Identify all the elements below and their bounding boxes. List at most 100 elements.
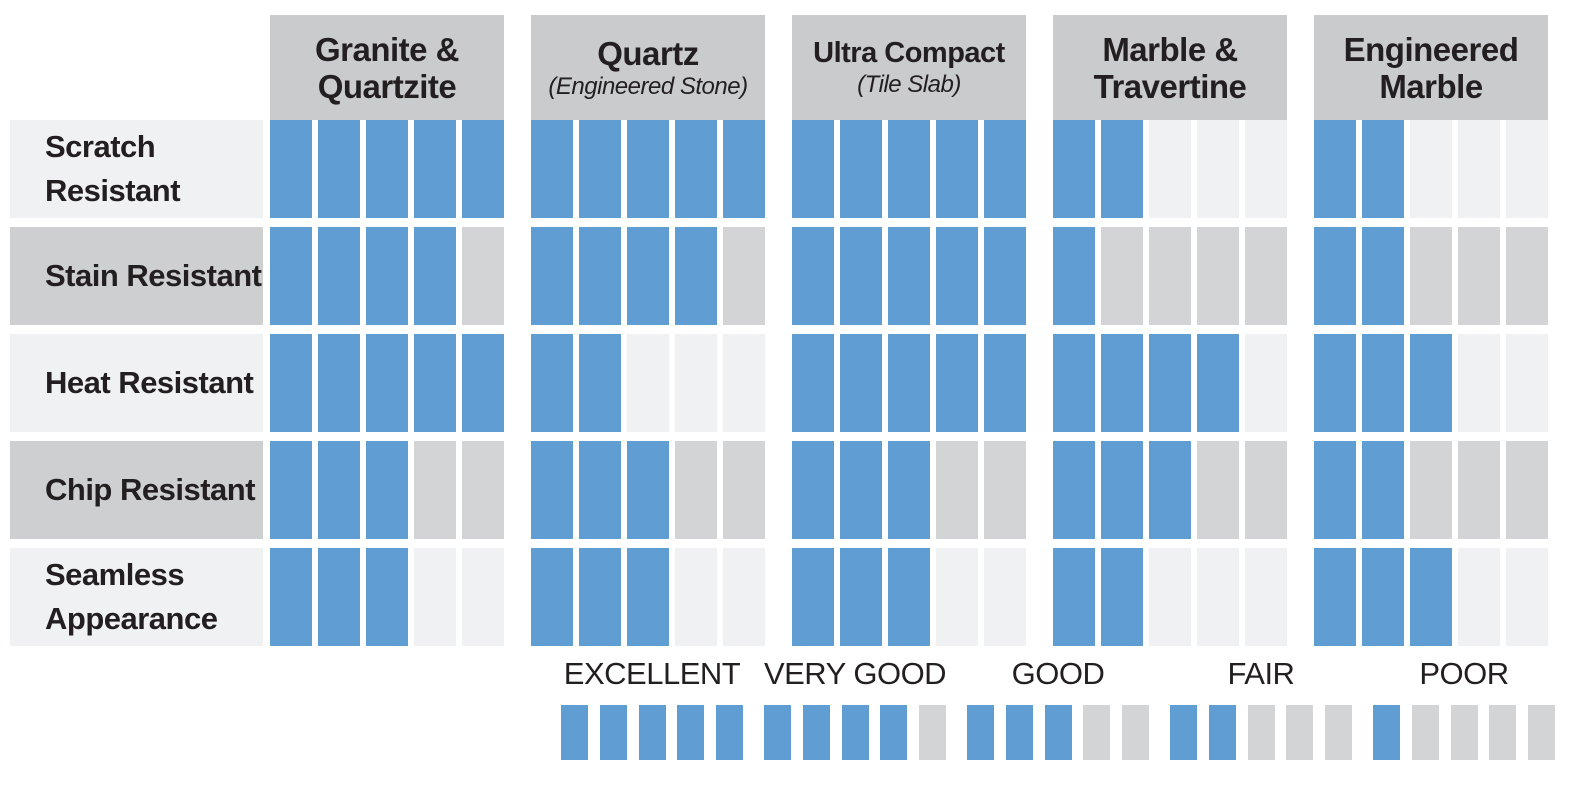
rating-bar-filled: [318, 548, 360, 646]
rating-group: [270, 120, 504, 218]
rating-bar-empty: [1506, 227, 1548, 325]
rating-bar-empty: [1245, 334, 1287, 432]
rating-bar-empty: [1101, 227, 1143, 325]
header-row: Granite & Quartzite Quartz (Engineered Sto…: [10, 15, 1548, 120]
rating-bar-filled: [627, 548, 669, 646]
rating-matrix: Granite & Quartzite Quartz (Engineered Sto…: [10, 15, 1548, 655]
rating-group: [1053, 120, 1287, 218]
rating-bar-empty: [1458, 548, 1500, 646]
rating-bar-empty: [1149, 120, 1191, 218]
legend-item: FAIR: [1170, 653, 1352, 760]
legend-bar-empty: [1489, 705, 1517, 760]
rating-bar-filled: [792, 120, 834, 218]
rating-group: [792, 548, 1026, 646]
legend-bar-empty: [1450, 705, 1478, 760]
rating-bar-empty: [1197, 227, 1239, 325]
rating-bar-empty: [1458, 120, 1500, 218]
property-row: Chip Resistant: [10, 441, 1548, 539]
rating-bar-filled: [270, 227, 312, 325]
legend-bar-group: [1373, 705, 1555, 760]
rating-bar-filled: [675, 227, 717, 325]
rating-bar-empty: [1149, 548, 1191, 646]
rating-group: [1053, 548, 1287, 646]
rating-bar-filled: [531, 120, 573, 218]
rating-bar-filled: [627, 120, 669, 218]
rating-bar-filled: [840, 548, 882, 646]
rating-bar-empty: [1245, 120, 1287, 218]
rating-group: [270, 441, 504, 539]
rating-bar-empty: [1149, 227, 1191, 325]
rating-group: [531, 548, 765, 646]
column-title: Ultra Compact: [813, 36, 1005, 69]
column-header: Quartz (Engineered Stone): [531, 15, 765, 120]
rating-bar-filled: [270, 120, 312, 218]
legend-bar-filled: [716, 705, 743, 760]
column-title: Engineered Marble: [1343, 30, 1519, 105]
legend-bar-filled: [1170, 705, 1197, 760]
rating-bar-filled: [723, 120, 765, 218]
row-label: Seamless Appearance: [10, 548, 263, 646]
rating-bar-filled: [1314, 441, 1356, 539]
rating-bar-filled: [579, 334, 621, 432]
rating-bar-filled: [888, 441, 930, 539]
legend-bar-group: [967, 705, 1149, 760]
rating-bar-filled: [1314, 120, 1356, 218]
column-header: Engineered Marble: [1314, 15, 1548, 120]
rating-bar-filled: [1362, 227, 1404, 325]
rating-bar-filled: [1101, 334, 1143, 432]
rating-bar-empty: [414, 441, 456, 539]
rating-bar-filled: [888, 548, 930, 646]
property-row: Stain Resistant: [10, 227, 1548, 325]
legend-label: POOR: [1419, 656, 1509, 691]
legend-bar-filled: [841, 705, 869, 760]
rating-bar-empty: [723, 441, 765, 539]
rating-group: [1314, 334, 1548, 432]
rating-group: [531, 227, 765, 325]
rating-bar-filled: [366, 334, 408, 432]
rating-bar-filled: [531, 334, 573, 432]
rating-bar-filled: [531, 441, 573, 539]
rating-bar-filled: [840, 120, 882, 218]
rating-bar-empty: [1506, 548, 1548, 646]
legend-bar-empty: [1286, 705, 1314, 760]
property-row: Seamless Appearance: [10, 548, 1548, 646]
rating-bar-filled: [414, 120, 456, 218]
legend-bar-filled: [967, 705, 994, 760]
legend-label: GOOD: [1011, 656, 1105, 691]
row-label: Stain Resistant: [10, 227, 263, 325]
rating-group: [792, 227, 1026, 325]
rating-bar-filled: [840, 441, 882, 539]
rating-bar-filled: [366, 548, 408, 646]
legend-bar-filled: [561, 705, 588, 760]
rating-bar-filled: [1362, 334, 1404, 432]
rating-bar-filled: [1101, 441, 1143, 539]
legend-item: GOOD: [967, 653, 1149, 760]
rating-bar-empty: [1458, 227, 1500, 325]
rating-group: [1053, 227, 1287, 325]
legend-bar-empty: [1247, 705, 1275, 760]
rating-bar-filled: [792, 548, 834, 646]
rating-bar-filled: [1362, 548, 1404, 646]
legend-bar-filled: [1373, 705, 1400, 760]
rating-bar-filled: [270, 548, 312, 646]
rating-bar-filled: [627, 227, 669, 325]
rating-bar-filled: [318, 334, 360, 432]
rating-bar-empty: [936, 441, 978, 539]
rating-group: [792, 441, 1026, 539]
rating-bar-filled: [888, 227, 930, 325]
rating-bar-empty: [462, 227, 504, 325]
rating-bar-filled: [792, 441, 834, 539]
legend-label: VERY GOOD: [763, 656, 947, 691]
rating-bar-filled: [318, 441, 360, 539]
rating-bar-empty: [984, 441, 1026, 539]
rating-group: [270, 548, 504, 646]
rating-bar-filled: [366, 227, 408, 325]
legend-bar-group: [561, 705, 743, 760]
rating-bar-filled: [579, 227, 621, 325]
rating-bar-filled: [366, 441, 408, 539]
column-title: Quartz: [597, 34, 699, 72]
legend-bar-empty: [1083, 705, 1111, 760]
column-subtitle: (Tile Slab): [857, 70, 961, 98]
rating-bar-filled: [1362, 441, 1404, 539]
